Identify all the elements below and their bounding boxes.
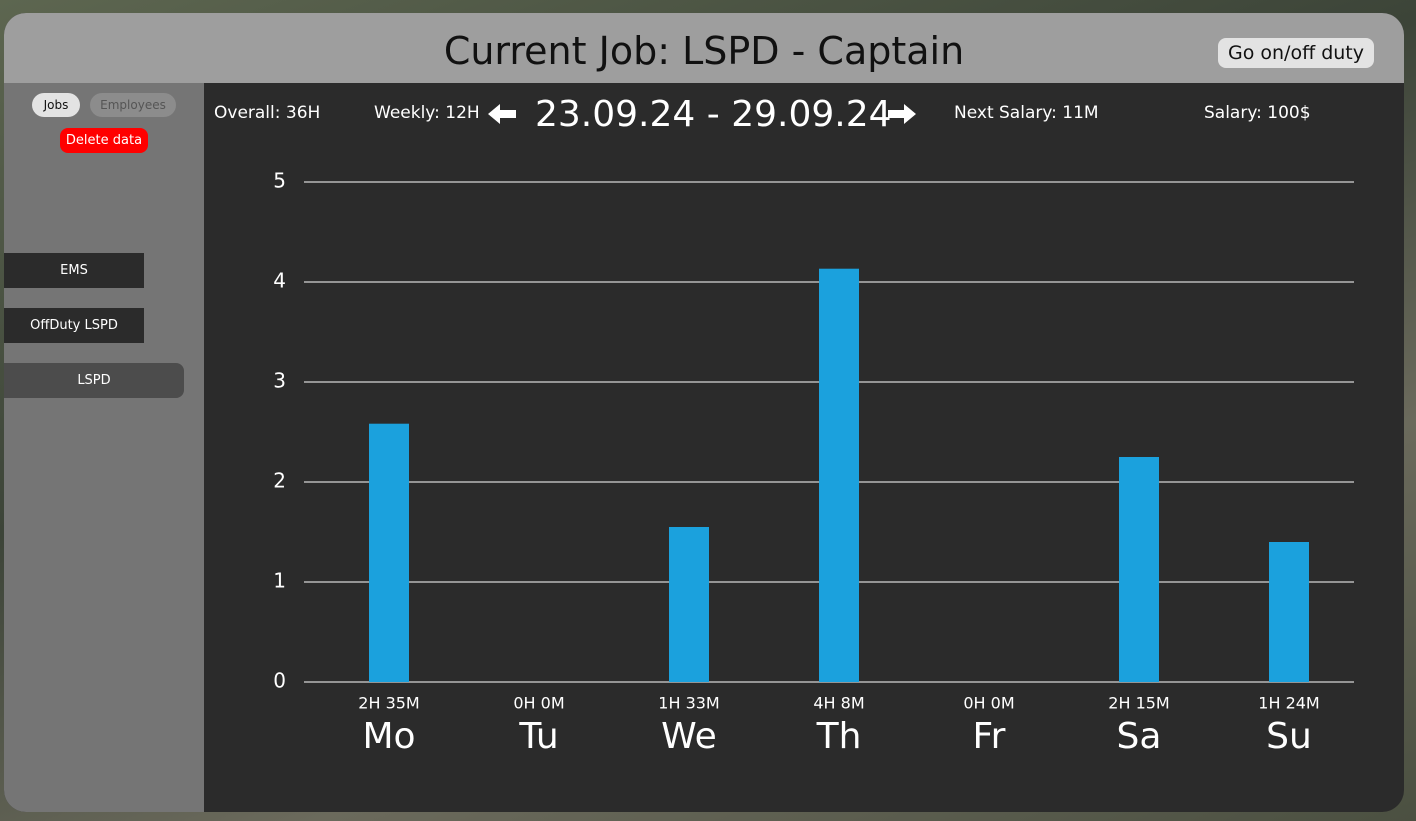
bar bbox=[669, 527, 709, 682]
value-label: 0H 0M bbox=[963, 694, 1014, 713]
bar bbox=[1119, 457, 1159, 682]
job-button[interactable]: EMS bbox=[4, 253, 144, 288]
job-button[interactable]: OffDuty LSPD bbox=[4, 308, 144, 343]
value-label: 2H 35M bbox=[358, 694, 419, 713]
x-tick-label: Mo bbox=[362, 716, 415, 757]
salary: Salary: 100$ bbox=[1204, 103, 1311, 123]
y-tick-label: 2 bbox=[273, 469, 286, 493]
y-tick-label: 4 bbox=[273, 269, 286, 293]
bar bbox=[1269, 542, 1309, 682]
tab[interactable]: Jobs bbox=[32, 93, 80, 117]
x-tick-label: Su bbox=[1266, 716, 1312, 757]
header: Current Job: LSPD - Captain Go on/off du… bbox=[4, 13, 1404, 83]
value-label: 4H 8M bbox=[813, 694, 864, 713]
x-tick-label: We bbox=[661, 716, 717, 757]
next-arrow[interactable] bbox=[888, 104, 916, 124]
sidebar: Jobs Employees Delete data EMS OffDuty L… bbox=[4, 83, 204, 812]
week-range: 23.09.24 - 29.09.24 bbox=[535, 94, 892, 135]
value-label: 1H 33M bbox=[658, 694, 719, 713]
title: Current Job: LSPD - Captain bbox=[443, 29, 965, 73]
next-salary: Next Salary: 11M bbox=[954, 103, 1099, 123]
bar bbox=[819, 268, 859, 682]
y-tick-label: 1 bbox=[273, 569, 286, 593]
weekly: Weekly: 12H bbox=[374, 103, 480, 123]
tab[interactable]: Employees bbox=[90, 93, 176, 117]
value-label: 2H 15M bbox=[1108, 694, 1169, 713]
value-label: 1H 24M bbox=[1258, 694, 1319, 713]
delete-button[interactable]: Delete data bbox=[60, 128, 148, 153]
overall: Overall: 36H bbox=[214, 103, 321, 123]
y-tick-label: 0 bbox=[273, 669, 286, 693]
job-button[interactable]: LSPD bbox=[4, 363, 184, 398]
y-tick-label: 5 bbox=[273, 169, 286, 193]
prev-arrow[interactable] bbox=[488, 104, 516, 124]
x-tick-label: Th bbox=[816, 716, 862, 757]
x-tick-label: Tu bbox=[518, 716, 558, 757]
duty-button[interactable]: Go on/off duty bbox=[1217, 38, 1374, 68]
value-label: 0H 0M bbox=[513, 694, 564, 713]
bar bbox=[369, 423, 409, 682]
x-tick-label: Fr bbox=[973, 716, 1006, 757]
y-tick-label: 3 bbox=[273, 369, 286, 393]
x-tick-label: Sa bbox=[1117, 716, 1162, 757]
